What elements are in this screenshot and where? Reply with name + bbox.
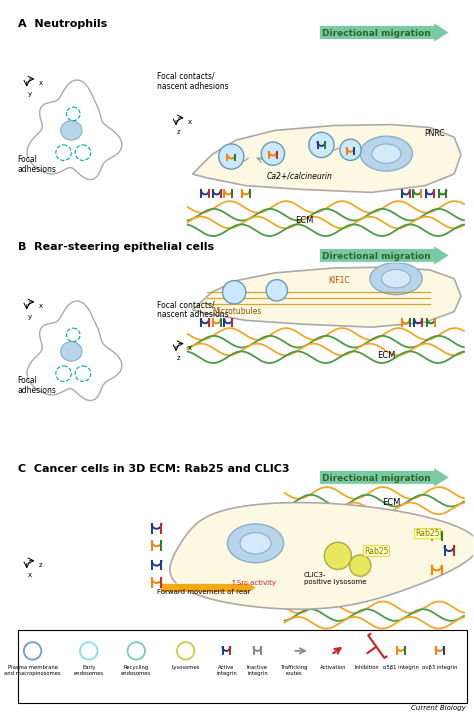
Circle shape — [266, 280, 288, 301]
Ellipse shape — [382, 270, 410, 288]
Text: x: x — [27, 572, 32, 579]
FancyArrow shape — [319, 246, 449, 265]
Text: Microtubules: Microtubules — [212, 307, 261, 316]
Text: y: y — [27, 91, 32, 97]
Text: Current Biology: Current Biology — [411, 705, 466, 711]
Text: C  Cancer cells in 3D ECM: Rab25 and CLIC3: C Cancer cells in 3D ECM: Rab25 and CLIC… — [18, 464, 290, 474]
Text: Early
endosomes: Early endosomes — [73, 665, 104, 676]
Text: y: y — [27, 313, 32, 320]
Circle shape — [309, 132, 334, 158]
Ellipse shape — [360, 136, 412, 171]
Text: Directional migration: Directional migration — [322, 252, 431, 261]
Text: CLIC3-
positive lysosome: CLIC3- positive lysosome — [304, 572, 366, 585]
Ellipse shape — [370, 262, 422, 294]
Text: Lysosomes: Lysosomes — [172, 665, 200, 670]
Circle shape — [219, 144, 244, 169]
FancyArrow shape — [319, 23, 449, 42]
Text: Rab25: Rab25 — [415, 529, 440, 538]
Text: x: x — [38, 303, 43, 309]
FancyArrow shape — [161, 582, 256, 594]
Polygon shape — [170, 502, 474, 609]
Polygon shape — [192, 124, 461, 193]
Text: Ca2+/calcineurin: Ca2+/calcineurin — [266, 172, 332, 180]
Ellipse shape — [372, 144, 401, 164]
Text: z: z — [38, 562, 42, 568]
Circle shape — [340, 139, 361, 161]
Circle shape — [261, 142, 284, 165]
Ellipse shape — [228, 524, 283, 563]
Text: Focal
adhesions: Focal adhesions — [17, 155, 56, 174]
Circle shape — [222, 281, 246, 304]
Text: Rab25: Rab25 — [364, 547, 389, 555]
Polygon shape — [192, 267, 461, 327]
Text: Trafficking
routes: Trafficking routes — [281, 665, 308, 676]
Text: Focal contacts/
nascent adhesions: Focal contacts/ nascent adhesions — [156, 71, 228, 91]
Ellipse shape — [61, 121, 82, 140]
Circle shape — [349, 555, 371, 577]
Text: x: x — [188, 345, 192, 350]
Text: x: x — [38, 80, 43, 86]
Polygon shape — [27, 80, 122, 180]
Text: ECM: ECM — [382, 498, 401, 507]
FancyArrow shape — [319, 467, 449, 487]
Text: Directional migration: Directional migration — [322, 29, 431, 38]
Text: α5β1 integrin: α5β1 integrin — [383, 665, 419, 670]
Text: Forward movement of rear: Forward movement of rear — [156, 589, 250, 595]
Text: z: z — [177, 129, 181, 135]
Text: Directional migration: Directional migration — [322, 474, 431, 483]
Text: ECM: ECM — [377, 350, 395, 360]
Text: A  Neutrophils: A Neutrophils — [18, 19, 107, 29]
Bar — [18, 630, 467, 703]
Text: z: z — [177, 356, 181, 361]
Text: Inhibition: Inhibition — [355, 665, 379, 670]
Text: PNRC: PNRC — [425, 129, 445, 138]
Text: B  Rear-steering epithelial cells: B Rear-steering epithelial cells — [18, 242, 214, 252]
Ellipse shape — [61, 342, 82, 361]
Text: Focal contacts/
nascent adhesions: Focal contacts/ nascent adhesions — [156, 300, 228, 319]
Text: Plasma membrane
and macropinosomes: Plasma membrane and macropinosomes — [4, 665, 61, 676]
Text: x: x — [188, 119, 192, 125]
Text: ECM: ECM — [295, 216, 313, 225]
Ellipse shape — [240, 533, 271, 554]
Text: Inactive
integrin: Inactive integrin — [247, 665, 268, 676]
Text: Active
integrin: Active integrin — [216, 665, 237, 676]
Text: Focal
adhesions: Focal adhesions — [17, 376, 56, 395]
Text: αvβ3 integrin: αvβ3 integrin — [422, 665, 457, 670]
Text: KIF1C: KIF1C — [328, 276, 350, 285]
Circle shape — [324, 542, 351, 569]
Text: Recycling
endosomes: Recycling endosomes — [121, 665, 151, 676]
Text: Activation: Activation — [320, 665, 346, 670]
Text: ↑Src activity: ↑Src activity — [231, 580, 276, 586]
Polygon shape — [27, 301, 122, 401]
